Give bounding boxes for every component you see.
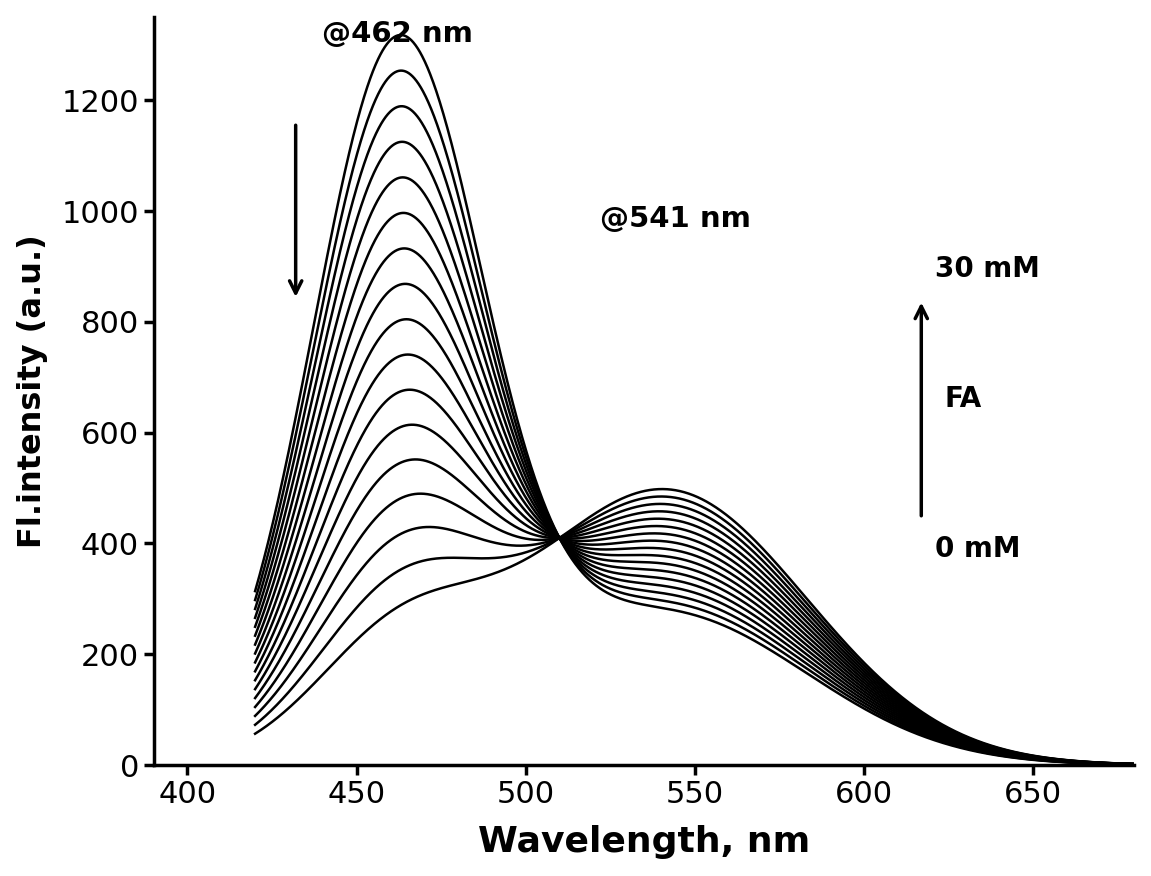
Text: 30 mM: 30 mM [935, 255, 1039, 283]
Text: @541 nm: @541 nm [600, 205, 750, 233]
X-axis label: Wavelength, nm: Wavelength, nm [478, 825, 810, 859]
Y-axis label: Fl.intensity (a.u.): Fl.intensity (a.u.) [16, 234, 47, 548]
Text: @462 nm: @462 nm [321, 19, 473, 47]
Text: FA: FA [945, 385, 982, 413]
Text: 0 mM: 0 mM [935, 535, 1020, 563]
